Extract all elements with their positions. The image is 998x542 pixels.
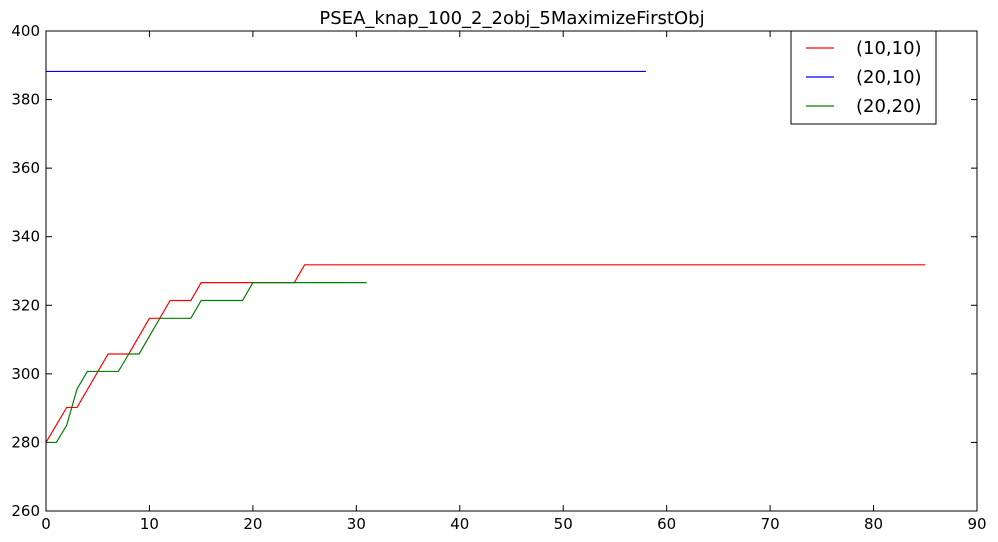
series-lines — [45, 70, 926, 444]
chart-title: PSEA_knap_100_2_2obj_5MaximizeFirstObj — [319, 8, 704, 29]
plot-frame — [45, 30, 978, 512]
legend: (10,10) (20,10) (20,20) — [790, 30, 937, 125]
y-tick-label: 360 — [11, 159, 40, 177]
x-tick-label: 70 — [761, 515, 780, 533]
y-tick-label: 300 — [11, 365, 40, 383]
y-tick-label: 320 — [11, 296, 40, 314]
y-tick-label: 340 — [11, 228, 40, 246]
x-tick-label: 90 — [967, 515, 986, 533]
x-tick-label: 0 — [41, 515, 51, 533]
y-tick-label: 260 — [11, 502, 40, 520]
y-tick-label: 400 — [11, 22, 40, 40]
legend-label: (20,10) — [856, 67, 922, 88]
x-tick-label: 40 — [450, 515, 469, 533]
y-tick-label: 380 — [11, 91, 40, 109]
legend-label: (10,10) — [856, 38, 922, 59]
legend-box — [790, 30, 937, 125]
axis-ticks: 0 10 20 30 40 50 60 70 80 90 260 280 300 320 340 360 380… — [11, 22, 986, 533]
x-tick-label: 30 — [347, 515, 366, 533]
series-line-0 — [45, 264, 926, 443]
series-line-2 — [46, 282, 367, 444]
y-tick-label: 280 — [11, 433, 40, 451]
x-tick-label: 50 — [554, 515, 573, 533]
x-tick-label: 10 — [140, 515, 159, 533]
legend-label: (20,20) — [856, 96, 922, 117]
x-tick-label: 60 — [657, 515, 676, 533]
x-tick-label: 80 — [864, 515, 883, 533]
x-tick-label: 20 — [243, 515, 262, 533]
